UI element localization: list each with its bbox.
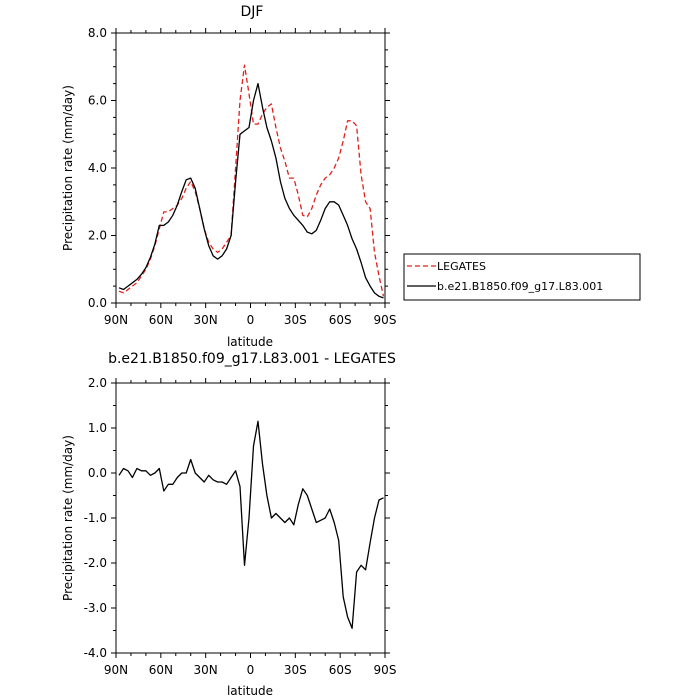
top-series-line-1: [118, 82, 384, 299]
top-chart-title: DJF: [241, 4, 264, 20]
top-x-tick-label: 90N: [104, 313, 128, 327]
top-y-tick-label: 2.0: [88, 229, 107, 243]
bottom-x-tick-label: 0: [247, 663, 255, 677]
bottom-y-tick-label: -3.0: [84, 601, 107, 615]
bottom-y-tick-label: 2.0: [88, 376, 107, 390]
top-x-tick-label: 60S: [329, 313, 352, 327]
top-y-tick-label: 4.0: [88, 161, 107, 175]
bottom-y-axis-label: Precipitation rate (mm/day): [61, 435, 75, 601]
top-plot-frame: [115, 32, 386, 304]
bottom-series-lines: [118, 420, 384, 629]
bottom-x-tick-label: 90S: [374, 663, 397, 677]
top-x-tick-label: 90S: [374, 313, 397, 327]
top-series-line-0: [118, 64, 385, 297]
top-y-tick-label: 6.0: [88, 94, 107, 108]
legend-box: [403, 253, 641, 301]
bottom-axes-ticks: 90N 60N 30N 0 30S 60S 90S 2.0 1.0 0.0 -1.0 -2.0 -3.0…: [84, 376, 397, 677]
bottom-panel: b.e21.B1850.f09_g17.L83.001 - LEGATES 90…: [61, 351, 396, 698]
top-x-tick-label: 0: [247, 313, 255, 327]
top-panel: DJF 90N 60N 30N 0 30S 60S 90S 0.0 2.0 4.0 6.0 8.0 P…: [61, 4, 641, 349]
legend-label-legates: LEGATES: [437, 260, 486, 273]
top-x-tick-label: 60N: [149, 313, 173, 327]
top-y-axis-label: Precipitation rate (mm/day): [61, 85, 75, 251]
legend-label-model: b.e21.B1850.f09_g17.L83.001: [437, 280, 603, 293]
top-x-tick-label: 30N: [194, 313, 218, 327]
bottom-series-line-0: [118, 420, 384, 629]
bottom-x-tick-label: 30S: [284, 663, 307, 677]
top-x-tick-label: 30S: [284, 313, 307, 327]
top-y-tick-label: 8.0: [88, 26, 107, 40]
bottom-y-tick-label: 0.0: [88, 466, 107, 480]
bottom-y-tick-label: -2.0: [84, 556, 107, 570]
legend: LEGATES b.e21.B1850.f09_g17.L83.001: [403, 253, 641, 301]
top-y-tick-label: 0.0: [88, 296, 107, 310]
bottom-x-tick-label: 60S: [329, 663, 352, 677]
top-axes-ticks: 90N 60N 30N 0 30S 60S 90S 0.0 2.0 4.0 6.0 8.0: [88, 26, 397, 327]
bottom-x-tick-label: 30N: [194, 663, 218, 677]
bottom-x-tick-label: 90N: [104, 663, 128, 677]
bottom-y-tick-label: -1.0: [84, 511, 107, 525]
bottom-x-axis-label: latitude: [227, 684, 273, 698]
bottom-chart-title: b.e21.B1850.f09_g17.L83.001 - LEGATES: [108, 351, 396, 367]
bottom-x-tick-label: 60N: [149, 663, 173, 677]
bottom-y-tick-label: 1.0: [88, 421, 107, 435]
top-series-lines: [118, 64, 385, 299]
top-x-axis-label: latitude: [227, 335, 273, 349]
bottom-plot-frame: [115, 382, 386, 654]
bottom-y-tick-label: -4.0: [84, 646, 107, 660]
